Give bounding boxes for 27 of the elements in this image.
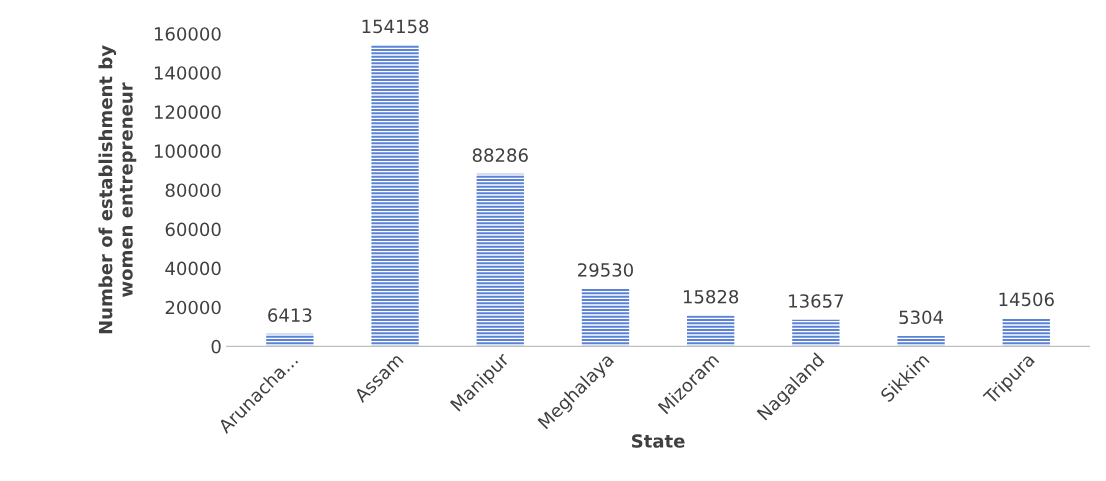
bar <box>266 333 314 347</box>
bar <box>581 288 630 347</box>
data-label: 6413 <box>268 308 312 322</box>
data-label: 154158 <box>362 19 429 34</box>
data-label: 5304 <box>899 310 944 325</box>
x-axis-title: State <box>632 434 685 448</box>
bar <box>1002 317 1050 347</box>
y-tick-label: 0 <box>211 339 221 354</box>
data-label: 15828 <box>683 289 739 304</box>
y-tick-label: 100000 <box>154 144 221 159</box>
y-axis-title: Number of establishment by women entrepreneur <box>98 45 137 334</box>
bar <box>476 173 524 347</box>
y-tick-label: 40000 <box>165 261 221 276</box>
y-tick-label: 20000 <box>165 300 221 315</box>
y-tick-label: 60000 <box>165 222 221 237</box>
y-tick-label: 80000 <box>165 183 221 198</box>
data-label: 13657 <box>789 294 844 308</box>
y-tick-label: 140000 <box>154 66 221 80</box>
bar <box>371 45 419 347</box>
y-tick-label: 160000 <box>154 27 221 41</box>
bar <box>792 319 840 347</box>
bar <box>897 335 945 347</box>
data-label: 29530 <box>578 263 633 277</box>
data-label: 88286 <box>472 148 528 162</box>
y-tick-label: 120000 <box>154 105 221 119</box>
bar <box>687 315 735 347</box>
data-label: 14506 <box>999 292 1054 307</box>
